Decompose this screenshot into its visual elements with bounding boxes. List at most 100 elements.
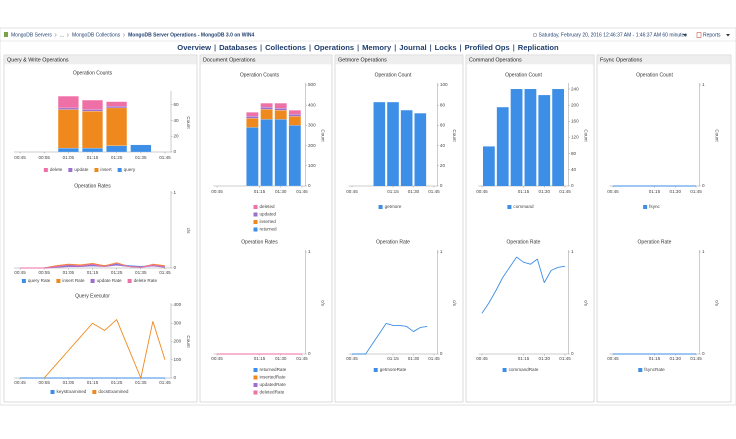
x-tick-label: 01:45 <box>690 189 702 194</box>
legend-label[interactable]: docsExamined <box>98 389 129 394</box>
y-axis-label: Count <box>186 335 191 348</box>
legend-label[interactable]: deletedRate <box>260 390 285 395</box>
x-tick-label: 00:55 <box>38 270 50 275</box>
legend-label[interactable]: getmore <box>385 204 402 209</box>
chart-title: Operation Count <box>636 72 673 78</box>
x-tick-label: 01:15 <box>518 189 530 194</box>
legend-label[interactable]: command <box>513 204 534 209</box>
y-axis-label: c/s <box>452 300 457 307</box>
y-tick-label: 80 <box>571 151 577 156</box>
x-tick-label: 01:35 <box>135 270 147 275</box>
nav-link[interactable]: Profiled Ops <box>465 43 510 52</box>
reports-button[interactable]: Reports <box>703 32 721 38</box>
y-axis-label: Count <box>452 129 457 142</box>
x-tick-label: 01:15 <box>387 189 399 194</box>
nav-link[interactable]: Memory <box>362 43 392 52</box>
legend-label[interactable]: query <box>124 167 136 172</box>
legend-label[interactable]: deleted <box>260 204 276 209</box>
bar-segment <box>274 103 287 109</box>
panel-title: Command Operations <box>469 57 522 63</box>
x-tick-label: 01:45 <box>428 189 440 194</box>
bar-segment <box>82 147 103 153</box>
chart-title: Operation Rate <box>376 239 410 245</box>
reports-dropdown[interactable] <box>726 34 730 37</box>
bar-segment <box>82 109 103 112</box>
x-tick-label: 01:45 <box>159 155 171 160</box>
y-tick-label: 20 <box>174 133 180 138</box>
y-tick-label: 240 <box>571 86 579 91</box>
chart-title: Operation Rate <box>507 239 541 245</box>
chart-title: Query Executor <box>75 293 110 299</box>
legend-label[interactable]: returned <box>260 227 278 232</box>
line-series <box>481 256 566 314</box>
legend-label[interactable]: updated <box>260 212 277 217</box>
bar-segment <box>57 147 79 153</box>
y-tick-label: 40 <box>174 118 180 123</box>
bar-segment <box>106 145 128 153</box>
legend-label[interactable]: query Rate <box>28 278 51 283</box>
reports-icon[interactable] <box>696 32 702 38</box>
x-tick-label: 01:15 <box>254 189 266 194</box>
bar-segment <box>288 116 302 126</box>
legend-swatch <box>643 205 648 209</box>
x-tick-label: 01:30 <box>408 189 420 194</box>
legend-label[interactable]: fsync <box>649 204 660 209</box>
legend-label[interactable]: commandRate <box>509 367 539 372</box>
legend-label[interactable]: returnedRate <box>260 367 287 372</box>
y-tick-label: 0 <box>702 351 705 356</box>
bar <box>552 89 564 186</box>
y-axis-label: Count <box>186 116 191 129</box>
legend-swatch <box>253 375 258 380</box>
nav-link[interactable]: Replication <box>518 43 559 52</box>
x-tick-label: 00:55 <box>38 155 50 160</box>
x-tick-label: 01:25 <box>111 270 123 275</box>
legend-label[interactable]: insert <box>100 167 112 172</box>
breadcrumb-item[interactable]: MongoDB Collections <box>72 32 121 38</box>
legend-label[interactable]: delete <box>50 167 63 172</box>
panel-header <box>4 55 197 65</box>
x-tick-label: 01:45 <box>296 189 308 194</box>
legend-label[interactable]: insert Rate <box>62 278 85 283</box>
legend-label[interactable]: fsyncRate <box>644 367 665 372</box>
bar-segment <box>57 107 79 110</box>
bar <box>387 102 399 186</box>
legend-label[interactable]: update Rate <box>97 278 122 283</box>
x-tick-label: 00:45 <box>607 189 619 194</box>
legend-label[interactable]: inserted <box>260 219 277 224</box>
legend-label[interactable]: getmoreRate <box>380 367 407 372</box>
y-tick-label: 1 <box>571 249 574 254</box>
dropdown-icon[interactable] <box>683 34 687 37</box>
nav-link[interactable]: Databases <box>219 43 257 52</box>
x-tick-label: 01:30 <box>539 189 551 194</box>
y-tick-label: 1 <box>702 249 705 254</box>
legend-swatch <box>638 368 643 372</box>
legend-label[interactable]: keysExamined <box>56 389 86 394</box>
nav-link[interactable]: Collections <box>265 43 306 52</box>
y-axis-label: c/s <box>714 300 719 307</box>
y-tick-label: 1 <box>440 249 443 254</box>
bar <box>496 107 509 186</box>
time-range[interactable]: Saturday, February 20, 2016 12:46:37 AM … <box>539 32 688 38</box>
legend-swatch <box>253 220 258 224</box>
legend-label[interactable]: update <box>74 167 88 172</box>
breadcrumb-item[interactable]: MongoDB Servers <box>11 32 52 38</box>
legend-label[interactable]: insertedRate <box>260 375 286 380</box>
chart-title: Operation Rate <box>638 239 672 245</box>
chart-title: Operation Count <box>375 72 412 78</box>
bar-segment <box>130 144 152 153</box>
legend-label[interactable]: delete Rate <box>134 278 158 283</box>
bar <box>538 95 551 186</box>
x-tick-label: 00:45 <box>211 356 223 361</box>
bar-segment <box>260 119 273 187</box>
bar-segment <box>106 107 128 146</box>
bar-segment <box>260 109 273 120</box>
nav-link[interactable]: Operations <box>314 43 354 52</box>
breadcrumb-item[interactable]: ... <box>60 32 64 38</box>
panel-header <box>466 55 594 65</box>
nav-link[interactable]: Journal <box>399 43 426 52</box>
bar-segment <box>288 125 302 187</box>
nav-link[interactable]: Locks <box>435 43 457 52</box>
nav-link[interactable]: Overview <box>177 43 211 52</box>
x-tick-label: 00:45 <box>346 189 358 194</box>
legend-label[interactable]: updatedRate <box>260 382 287 387</box>
